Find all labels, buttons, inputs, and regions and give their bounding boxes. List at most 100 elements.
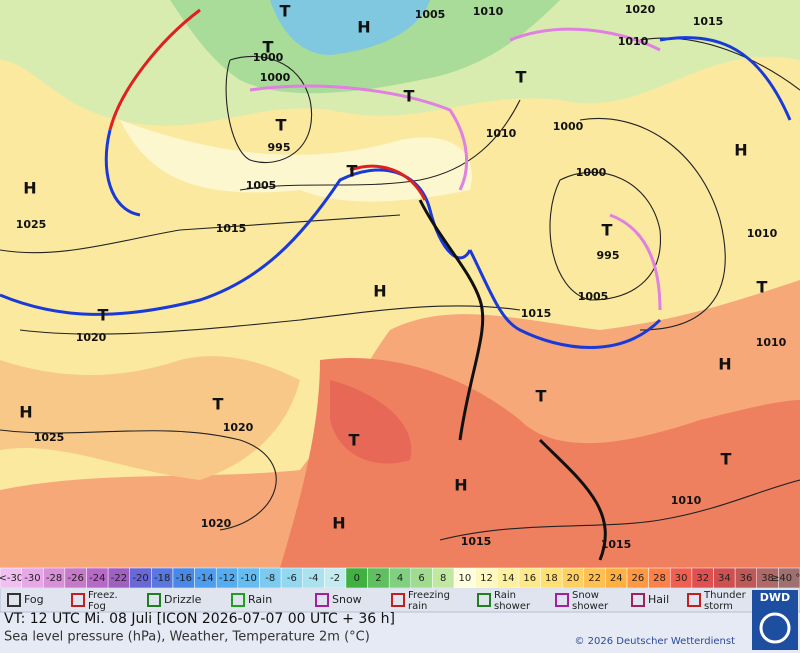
legend-label: Fog [24, 593, 44, 606]
pressure-center: T [276, 116, 287, 135]
pressure-label: 1005 [578, 290, 609, 303]
scale-label: 6 [418, 573, 424, 584]
pressure-center: T [536, 387, 547, 406]
scale-label: -22 [111, 573, 127, 584]
legend-label: Hail [648, 593, 669, 606]
scale-label: ≥40 °C [771, 573, 800, 584]
pressure-label: 1015 [601, 538, 632, 551]
scale-label: 4 [397, 573, 403, 584]
pressure-label: 1010 [747, 227, 778, 240]
pressure-center: H [718, 355, 731, 374]
legend-icon [687, 593, 701, 607]
pressure-label: 1010 [756, 336, 787, 349]
pressure-label: 1015 [216, 222, 247, 235]
scale-label: 30 [675, 573, 688, 584]
dwd-logo [752, 590, 798, 650]
pressure-center: H [23, 179, 36, 198]
pressure-center: H [373, 282, 386, 301]
scale-label: 36 [740, 573, 753, 584]
scale-label: -4 [309, 573, 319, 584]
legend-label: Freez. Fog [88, 590, 118, 612]
scale-label: -20 [132, 573, 148, 584]
legend-icon [315, 593, 329, 607]
fronts [0, 8, 792, 561]
pressure-center: T [213, 395, 224, 414]
pressure-center: H [734, 141, 747, 160]
pressure-label: 1025 [16, 218, 47, 231]
legend-label: Snow shower [572, 590, 609, 612]
legend-icon [147, 593, 161, 607]
scale-label: 10 [458, 573, 471, 584]
legend-label: Rain [248, 593, 272, 606]
pressure-label: 1020 [76, 331, 107, 344]
scale-label: -12 [219, 573, 235, 584]
pressure-center: T [280, 2, 291, 21]
pressure-label: 1020 [201, 517, 232, 530]
pressure-label: 1015 [693, 15, 724, 28]
pressure-label: 1010 [671, 494, 702, 507]
legend-label: Rain shower [494, 590, 531, 612]
pressure-label: 1010 [618, 35, 649, 48]
scale-label: 2 [375, 573, 381, 584]
legend-icon [231, 593, 245, 607]
scale-label: 32 [696, 573, 709, 584]
scale-label: 38 [761, 573, 774, 584]
pressure-center: T [349, 431, 360, 450]
legend-icon [477, 593, 491, 607]
pressure-center: T [404, 87, 415, 106]
pressure-label: 1000 [253, 51, 284, 64]
pressure-center: T [757, 278, 768, 297]
scale-label: 28 [653, 573, 666, 584]
legend-label: Freezing rain [408, 590, 450, 612]
scale-label: -14 [197, 573, 213, 584]
scale-label: 26 [631, 573, 644, 584]
legend-icon [7, 593, 21, 607]
scale-label: -30 [24, 573, 40, 584]
scale-label: -28 [46, 573, 62, 584]
pressure-center: H [357, 18, 370, 37]
pressure-label: 1020 [625, 3, 656, 16]
isobars [0, 37, 800, 541]
scale-label: 24 [610, 573, 623, 584]
pressure-label: 995 [268, 141, 291, 154]
legend-label: Thunder storm [703, 590, 747, 612]
scale-label: -8 [265, 573, 275, 584]
pressure-label: 1005 [246, 179, 277, 192]
valid-time: VT: 12 UTC Mi. 08 Juli [ICON 2026-07-07 … [4, 611, 395, 627]
pressure-center: H [454, 476, 467, 495]
pressure-label: 1000 [576, 166, 607, 179]
legend-icon [391, 593, 405, 607]
scale-label: -10 [240, 573, 256, 584]
pressure-center: H [19, 403, 32, 422]
pressure-label: 1015 [521, 307, 552, 320]
description: Sea level pressure (hPa), Weather, Tempe… [4, 630, 370, 645]
pressure-label: 1000 [553, 120, 584, 133]
scale-label: -6 [287, 573, 297, 584]
scale-label: 34 [718, 573, 731, 584]
pressure-center: T [602, 221, 613, 240]
scale-label: 12 [480, 573, 493, 584]
scale-label: 22 [588, 573, 601, 584]
pressure-label: 1010 [473, 5, 504, 18]
scale-label: -26 [68, 573, 84, 584]
copyright: © 2026 Deutscher Wetterdienst [574, 636, 735, 647]
legend-row [0, 587, 800, 613]
legend-icon [631, 593, 645, 607]
pressure-label: 995 [597, 249, 620, 262]
pressure-label: 1025 [34, 431, 65, 444]
scale-label: <-30 [0, 573, 23, 584]
pressure-label: 1010 [486, 127, 517, 140]
pressure-center: T [98, 306, 109, 325]
legend-label: Drizzle [164, 593, 202, 606]
map [0, 0, 800, 568]
scale-label: -24 [89, 573, 105, 584]
scale-label: -18 [154, 573, 170, 584]
pressure-center: T [263, 38, 274, 57]
scale-label: -16 [176, 573, 192, 584]
scale-label: 16 [523, 573, 536, 584]
logo-swirl [759, 612, 791, 644]
scale-label: 18 [545, 573, 558, 584]
scale-label: -2 [330, 573, 340, 584]
pressure-center: T [721, 450, 732, 469]
pressure-label: 1015 [461, 535, 492, 548]
